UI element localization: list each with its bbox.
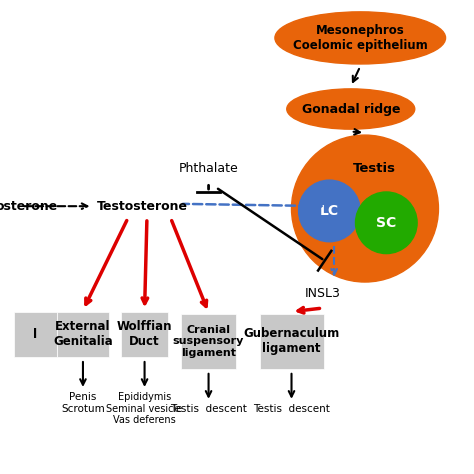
Text: INSL3: INSL3 (304, 287, 340, 301)
Text: Gonadal ridge: Gonadal ridge (301, 102, 400, 116)
Text: Cranial
suspensory
ligament: Cranial suspensory ligament (173, 325, 244, 358)
Text: SC: SC (376, 216, 396, 230)
Text: osterone: osterone (0, 200, 57, 213)
Text: Mesonephros
Coelomic epithelium: Mesonephros Coelomic epithelium (293, 24, 428, 52)
Text: Testis  descent: Testis descent (253, 404, 330, 414)
Text: Wolffian
Duct: Wolffian Duct (117, 320, 173, 348)
Text: Testis  descent: Testis descent (170, 404, 247, 414)
Circle shape (299, 180, 360, 242)
Ellipse shape (275, 12, 446, 64)
Text: l: l (34, 328, 37, 341)
FancyBboxPatch shape (14, 312, 57, 357)
Text: External
Genitalia: External Genitalia (53, 320, 113, 348)
Text: Phthalate: Phthalate (179, 162, 238, 175)
Text: Penis
Scrotum: Penis Scrotum (61, 392, 105, 414)
Ellipse shape (287, 89, 415, 129)
Text: LC: LC (320, 204, 339, 218)
Text: Testis: Testis (353, 162, 396, 175)
Text: Epididymis
Seminal vesicle
Vas deferens: Epididymis Seminal vesicle Vas deferens (107, 392, 182, 426)
Text: Gubernaculum
ligament: Gubernaculum ligament (243, 327, 340, 356)
FancyBboxPatch shape (181, 314, 236, 369)
Circle shape (356, 192, 417, 254)
FancyBboxPatch shape (121, 312, 168, 357)
FancyBboxPatch shape (259, 314, 323, 369)
FancyBboxPatch shape (57, 312, 109, 357)
Text: Testosterone: Testosterone (97, 200, 188, 213)
Circle shape (292, 135, 438, 282)
